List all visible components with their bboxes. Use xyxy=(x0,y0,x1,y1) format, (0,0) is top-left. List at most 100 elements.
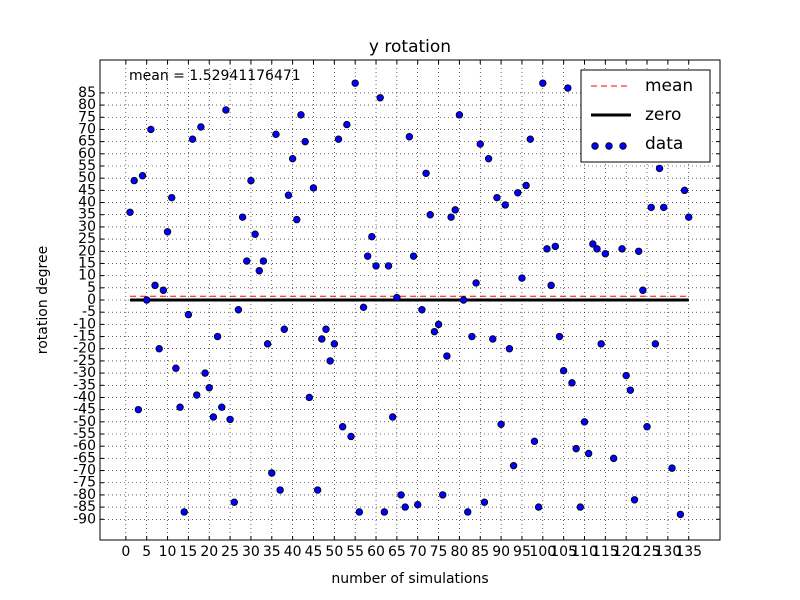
data-point xyxy=(522,181,530,190)
data-point xyxy=(380,508,389,516)
data-point xyxy=(526,135,534,143)
data-point xyxy=(655,164,664,173)
data-point xyxy=(576,503,585,511)
data-point xyxy=(209,413,218,421)
y-tick-label: -85 xyxy=(73,499,96,515)
data-point xyxy=(226,415,234,424)
y-tick-label: -40 xyxy=(73,389,96,405)
data-point xyxy=(443,352,451,360)
data-point xyxy=(326,357,334,365)
data-point xyxy=(155,345,163,353)
data-point xyxy=(414,500,422,509)
data-point xyxy=(564,84,572,92)
data-point xyxy=(259,257,268,265)
y-tick-label: -50 xyxy=(73,414,96,430)
data-point xyxy=(509,461,518,470)
x-tick-label: 120 xyxy=(613,544,640,560)
data-point xyxy=(159,286,168,294)
data-point xyxy=(238,213,247,221)
y-tick-label: 55 xyxy=(78,158,96,174)
data-point xyxy=(530,437,539,446)
data-point xyxy=(430,327,439,336)
x-tick-label: 110 xyxy=(571,544,598,560)
data-point xyxy=(176,403,184,411)
data-point xyxy=(305,393,314,402)
data-point xyxy=(484,154,493,163)
y-tick-label: -25 xyxy=(73,353,96,369)
y-tick-label: -10 xyxy=(73,316,96,332)
x-tick-label: 85 xyxy=(471,544,489,560)
data-point xyxy=(405,133,414,141)
data-point xyxy=(230,498,238,506)
data-point xyxy=(626,386,635,394)
data-point xyxy=(393,293,401,302)
data-point xyxy=(589,240,597,248)
data-point xyxy=(422,169,430,177)
data-point xyxy=(401,503,409,511)
data-point xyxy=(347,432,355,441)
data-point xyxy=(255,267,263,275)
y-tick-label: -30 xyxy=(73,365,96,381)
data-point xyxy=(172,364,180,372)
x-tick-label: 100 xyxy=(529,544,556,560)
data-point xyxy=(213,332,222,341)
data-point xyxy=(418,306,426,314)
data-point xyxy=(142,296,151,304)
data-point xyxy=(622,371,630,380)
data-point xyxy=(309,184,318,192)
y-tick-label: -65 xyxy=(73,450,96,466)
y-tick-label: 65 xyxy=(78,134,96,150)
x-tick-label: 40 xyxy=(284,544,302,560)
data-point xyxy=(205,384,213,392)
y-tick-label: 15 xyxy=(78,255,96,271)
data-point xyxy=(551,242,560,251)
plot-frame xyxy=(99,59,721,541)
data-point xyxy=(359,303,368,312)
data-point xyxy=(338,423,347,431)
data-point xyxy=(647,203,655,212)
data-point xyxy=(555,332,564,341)
data-point xyxy=(455,111,464,119)
x-tick-label: 130 xyxy=(655,544,682,560)
y-tick-label: 60 xyxy=(78,146,96,162)
y-tick-label: -70 xyxy=(73,463,96,479)
data-point xyxy=(163,228,172,236)
data-point xyxy=(218,403,226,411)
data-point xyxy=(263,340,272,348)
x-tick-label: 30 xyxy=(242,544,260,560)
x-tick-label: 105 xyxy=(550,544,577,560)
y-axis-label: rotation degree xyxy=(35,246,51,354)
data-point xyxy=(668,464,676,472)
data-point xyxy=(193,391,201,399)
data-point xyxy=(276,486,284,494)
x-tick-label: 125 xyxy=(634,544,661,560)
data-point xyxy=(572,444,580,453)
y-tick-label: 75 xyxy=(78,109,96,125)
data-point xyxy=(514,189,522,197)
x-tick-label: 65 xyxy=(388,544,406,560)
data-point xyxy=(680,186,689,195)
data-point xyxy=(234,306,243,314)
y-tick-label: 20 xyxy=(78,243,96,259)
data-point xyxy=(180,508,188,516)
data-point xyxy=(639,286,647,294)
data-point xyxy=(434,320,443,329)
data-point xyxy=(468,332,476,341)
y-tick-label: 70 xyxy=(78,121,96,137)
y-tick-label: 50 xyxy=(78,170,96,186)
data-point xyxy=(580,418,589,426)
x-tick-label: 5 xyxy=(142,544,151,560)
x-tick-label: 25 xyxy=(221,544,239,560)
data-point xyxy=(168,193,176,202)
data-point xyxy=(368,232,376,241)
data-point xyxy=(376,94,384,102)
data-point xyxy=(355,508,364,516)
data-point xyxy=(501,201,509,209)
y-tick-label: 35 xyxy=(78,207,96,223)
data-point xyxy=(343,120,351,129)
legend-label: zero xyxy=(645,105,681,125)
y-tick-label: -75 xyxy=(73,475,96,491)
data-point xyxy=(634,247,643,255)
